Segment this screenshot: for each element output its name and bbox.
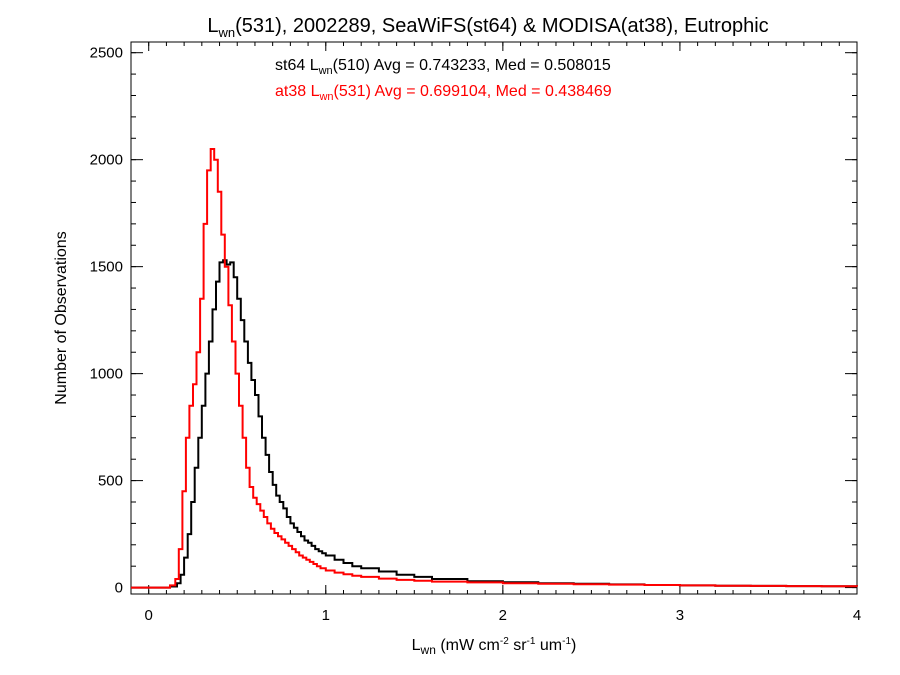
series-line-1	[131, 148, 858, 589]
x-tick-label: 2	[499, 607, 507, 624]
x-axis-label: Lwn (mW cm-2 sr-1 um-1)	[412, 636, 577, 657]
plot-frame	[130, 41, 858, 595]
chart-title: Lwn(531), 2002289, SeaWiFS(st64) & MODIS…	[207, 15, 768, 40]
y-tick-label: 1500	[90, 259, 123, 276]
annotation-at38: at38 Lwn(531) Avg = 0.699104, Med = 0.43…	[275, 83, 612, 103]
y-tick-label: 2500	[90, 45, 123, 62]
y-axis-ticks: 0 500 1000 1500 2000 2500	[90, 45, 857, 597]
y-tick-label: 1000	[90, 366, 123, 383]
annotation-st64: st64 Lwn(510) Avg = 0.743233, Med = 0.50…	[275, 57, 611, 77]
y-tick-label: 2000	[90, 152, 123, 169]
y-axis-label: Number of Observations	[53, 231, 70, 404]
series-layer	[131, 148, 858, 589]
x-tick-label: 0	[145, 607, 153, 624]
series-line-0	[131, 259, 858, 589]
y-tick-label: 0	[115, 580, 123, 597]
x-tick-label: 3	[676, 607, 684, 624]
x-tick-label: 4	[853, 607, 861, 624]
x-tick-label: 1	[322, 607, 330, 624]
y-tick-label: 500	[98, 473, 123, 490]
x-axis-ticks: 0 1 2 3 4	[130, 42, 861, 624]
